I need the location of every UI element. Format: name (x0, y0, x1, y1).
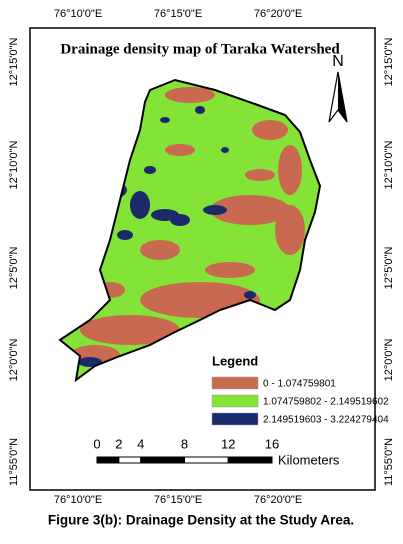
zone-low (275, 205, 305, 255)
zone-high (221, 147, 229, 153)
zone-low (140, 240, 180, 260)
north-arrow-fill (338, 72, 347, 122)
bottom-coordinate: 76°20'0"E (254, 494, 302, 506)
scale-tick-label: 0 (93, 436, 100, 451)
zone-low (245, 169, 275, 181)
legend-swatch (211, 376, 259, 390)
map-title: Drainage density map of Taraka Watershed (60, 41, 340, 57)
zone-high (160, 117, 170, 123)
legend-label: 0 - 1.074759801 (263, 379, 336, 390)
scale-tick-label: 2 (115, 436, 122, 451)
right-coordinate: 12°5'0"N (383, 247, 395, 290)
zone-high (244, 291, 256, 299)
left-coordinate: 12°5'0"N (8, 247, 20, 290)
scale-tick-label: 16 (265, 436, 279, 451)
legend-swatch (211, 394, 259, 408)
zone-high (144, 166, 156, 174)
legend-label: 2.149519603 - 3.224279404 (263, 415, 389, 426)
left-coordinate: 12°10'0"N (8, 140, 20, 189)
scale-tick-label: 4 (137, 436, 144, 451)
top-coordinate: 76°20'0"E (254, 8, 302, 20)
left-coordinate: 12°0'0"N (8, 339, 20, 382)
scale-segment (140, 456, 185, 464)
right-coordinate: 12°15'0"N (383, 37, 395, 86)
bottom-coordinate: 76°10'0"E (54, 494, 102, 506)
top-coordinate: 76°10'0"E (54, 8, 102, 20)
scale-tick-label: 8 (181, 436, 188, 451)
zone-low (165, 87, 215, 103)
right-coordinate: 12°0'0"N (383, 339, 395, 382)
zone-low (278, 145, 302, 195)
zone-low (205, 262, 255, 278)
scale-segment (184, 456, 229, 464)
zone-low (80, 315, 180, 345)
zone-high (195, 106, 205, 114)
zone-high (130, 191, 150, 219)
scale-segment (118, 456, 142, 464)
top-coordinate: 76°15'0"E (154, 8, 202, 20)
north-label: N (332, 53, 344, 70)
zone-low (210, 195, 290, 225)
bottom-coordinate: 76°15'0"E (154, 494, 202, 506)
legend-label: 1.074759802 - 2.149519602 (263, 397, 389, 408)
scale-segment (96, 456, 120, 464)
left-coordinate: 12°15'0"N (8, 37, 20, 86)
zone-high (78, 357, 102, 367)
zone-high (117, 230, 133, 240)
right-coordinate: 11°55'0"N (383, 438, 395, 486)
zone-low (252, 120, 288, 140)
legend-title: Legend (212, 353, 258, 368)
figure-caption: Figure 3(b): Drainage Density at the Stu… (48, 513, 354, 528)
right-coordinate: 12°10'0"N (383, 140, 395, 189)
zone-high (170, 214, 190, 226)
scale-tick-label: 12 (221, 436, 235, 451)
zone-high (203, 205, 227, 215)
scale-unit: Kilometers (278, 452, 340, 467)
zone-low (165, 144, 195, 156)
left-coordinate: 11°55'0"N (8, 438, 20, 486)
legend-swatch (211, 412, 259, 426)
scale-segment (227, 456, 273, 464)
